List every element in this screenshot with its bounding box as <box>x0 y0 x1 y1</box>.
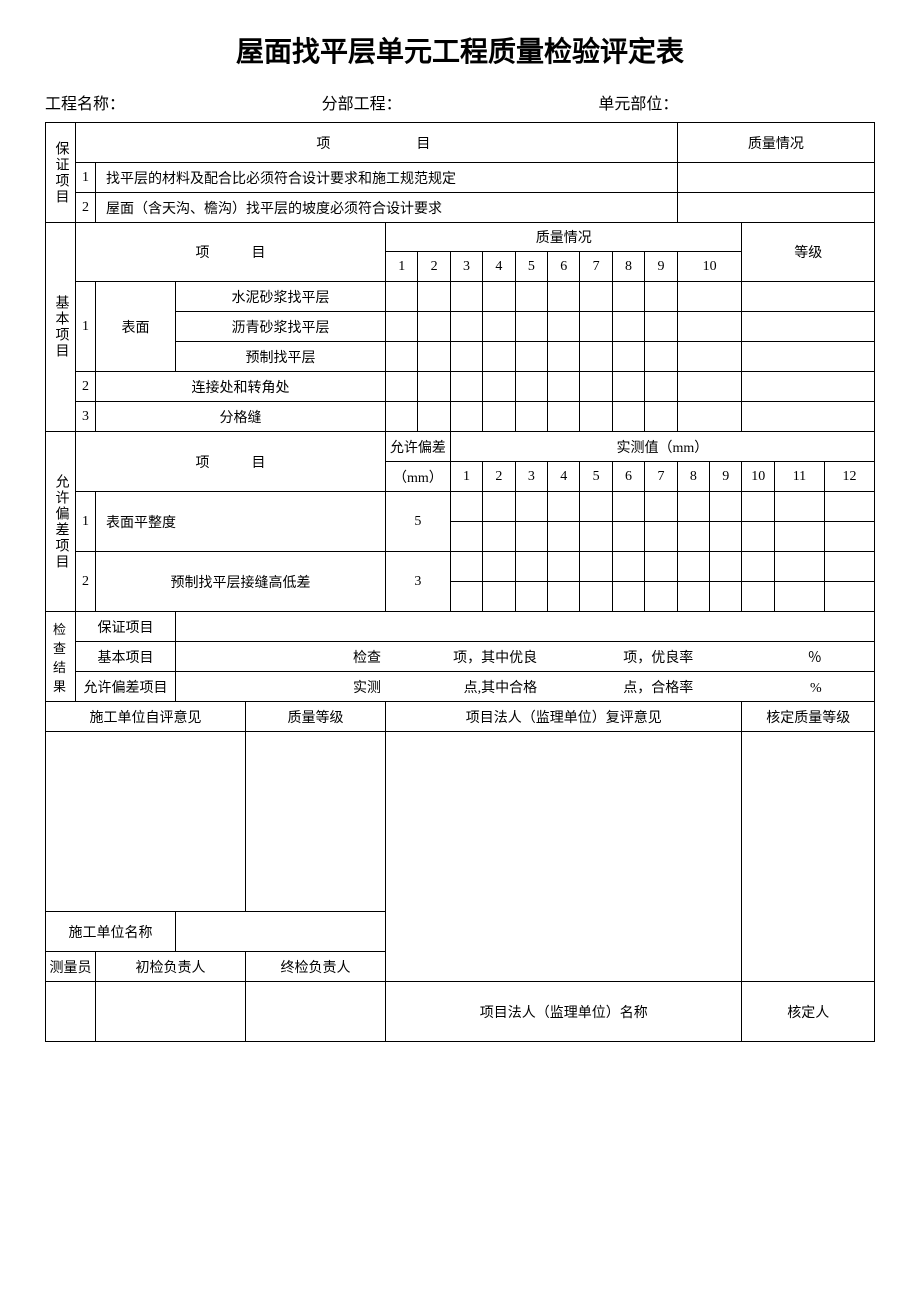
s3-num: 3 <box>515 462 547 492</box>
s2-num: 5 <box>515 252 547 282</box>
s5-h9: 初检负责人 <box>96 952 246 982</box>
s2-num: 4 <box>483 252 515 282</box>
section2-col-quality: 质量情况 <box>386 223 742 252</box>
s5-h8: 测量员 <box>46 952 96 982</box>
s5-cell <box>246 982 386 1042</box>
s5-cell <box>46 732 246 912</box>
s2-r3-num: 3 <box>76 402 96 432</box>
section3-col-item: 项 目 <box>76 432 386 492</box>
s1-row-text: 屋面（含天沟、檐沟）找平层的坡度必须符合设计要求 <box>96 193 678 223</box>
s4-r1: 保证项目 <box>76 612 176 642</box>
s5-cell <box>246 732 386 912</box>
s2-num: 8 <box>612 252 644 282</box>
s2-r3-text: 分格缝 <box>96 402 386 432</box>
page-title: 屋面找平层单元工程质量检验评定表 <box>45 30 875 70</box>
project-name-label: 工程名称： <box>45 90 322 114</box>
subproject-label: 分部工程： <box>322 90 599 114</box>
s3-num: 6 <box>612 462 644 492</box>
s2-num: 3 <box>450 252 482 282</box>
s3-r2-dev: 3 <box>386 552 451 612</box>
section1-col-item: 项 目 <box>316 137 436 152</box>
main-table: 保证项目 项 目 质量情况 1 找平层的材料及配合比必须符合设计要求和施工规范规… <box>45 122 875 1042</box>
section3-col-dev: 允许偏差 <box>386 432 451 462</box>
section3-col-dev-unit: （mm） <box>386 462 451 492</box>
s5-cell <box>386 732 742 982</box>
section1-label: 保证项目 <box>46 123 76 223</box>
s5-cell <box>742 732 875 982</box>
unit-label: 单元部位： <box>598 90 875 114</box>
s3-r1-text: 表面平整度 <box>96 492 386 552</box>
s5-h1: 施工单位自评意见 <box>46 702 246 732</box>
s3-num: 10 <box>742 462 774 492</box>
section3-col-measured: 实测值（mm） <box>450 432 874 462</box>
s3-num: 12 <box>824 462 874 492</box>
s3-num: 1 <box>450 462 482 492</box>
s1-row-val <box>677 163 874 193</box>
section1-col-quality: 质量情况 <box>677 123 874 163</box>
s5-cell <box>176 912 386 952</box>
s2-r2-num: 2 <box>76 372 96 402</box>
s3-num: 2 <box>483 462 515 492</box>
section2-label: 基本项目 <box>46 223 76 432</box>
s2-num: 1 <box>386 252 418 282</box>
s2-num: 7 <box>580 252 612 282</box>
s4-r2a: 基本项目 <box>76 642 176 672</box>
s2-num: 10 <box>677 252 742 282</box>
section2-col-grade: 等级 <box>742 223 875 282</box>
s2-r2-text: 连接处和转角处 <box>96 372 386 402</box>
s5-h4: 核定质量等级 <box>742 702 875 732</box>
section4-label: 检查结果 <box>46 612 76 702</box>
s4-r3-line: 实测 点,其中合格 点，合格率 % <box>176 672 875 702</box>
s4-r3a: 允许偏差项目 <box>76 672 176 702</box>
s2-r1-sub: 预制找平层 <box>176 342 386 372</box>
s5-h10: 终检负责人 <box>246 952 386 982</box>
s2-r1-num: 1 <box>76 282 96 372</box>
s1-row-val <box>677 193 874 223</box>
s5-cell <box>46 982 96 1042</box>
s2-num: 2 <box>418 252 450 282</box>
s3-num: 4 <box>548 462 580 492</box>
s1-row-num: 1 <box>76 163 96 193</box>
s2-r1-sub: 沥青砂浆找平层 <box>176 312 386 342</box>
s3-num: 5 <box>580 462 612 492</box>
s3-r2-num: 2 <box>76 552 96 612</box>
s1-row-text: 找平层的材料及配合比必须符合设计要求和施工规范规定 <box>96 163 678 193</box>
s3-num: 7 <box>645 462 677 492</box>
s3-r1-num: 1 <box>76 492 96 552</box>
s3-num: 9 <box>710 462 742 492</box>
s2-r1-group: 表面 <box>96 282 176 372</box>
header-line: 工程名称： 分部工程： 单元部位： <box>45 90 875 114</box>
s5-h7: 核定人 <box>742 982 875 1042</box>
s3-num: 8 <box>677 462 709 492</box>
section2-col-item: 项 目 <box>76 223 386 282</box>
s2-r1-sub: 水泥砂浆找平层 <box>176 282 386 312</box>
s1-row-num: 2 <box>76 193 96 223</box>
s3-r2-text: 预制找平层接缝高低差 <box>96 552 386 612</box>
section3-label: 允许偏差项目 <box>46 432 76 612</box>
s5-h5: 施工单位名称 <box>46 912 176 952</box>
s3-num: 11 <box>774 462 824 492</box>
s4-r2-line: 检查 项，其中优良 项，优良率 ％ <box>176 642 875 672</box>
s5-h2: 质量等级 <box>246 702 386 732</box>
s2-num: 9 <box>645 252 677 282</box>
s5-cell <box>96 982 246 1042</box>
s5-h6: 项目法人（监理单位）名称 <box>386 982 742 1042</box>
s2-num: 6 <box>548 252 580 282</box>
s5-h3: 项目法人（监理单位）复评意见 <box>386 702 742 732</box>
s3-r1-dev: 5 <box>386 492 451 552</box>
